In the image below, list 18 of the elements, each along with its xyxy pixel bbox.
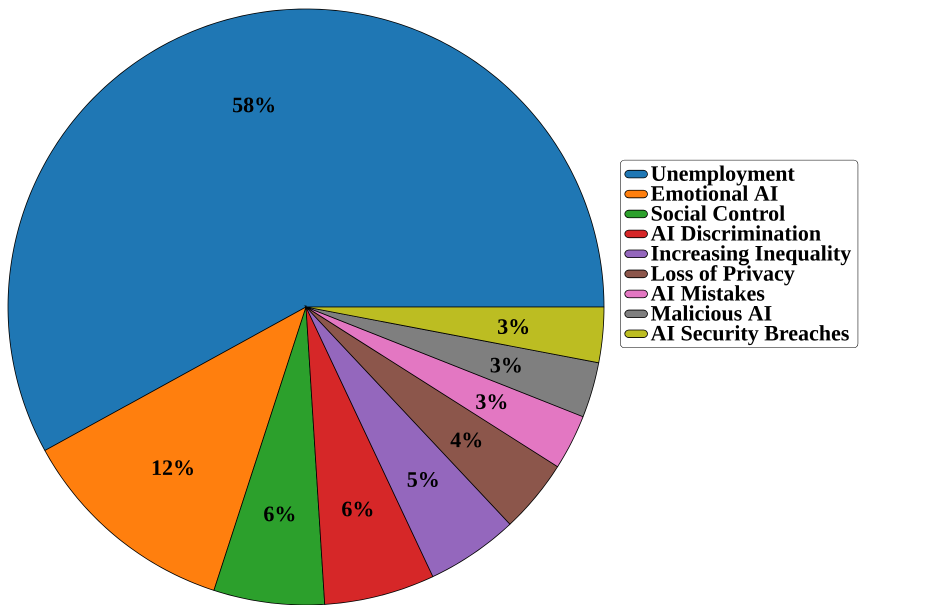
legend-label: Loss of Privacy	[650, 264, 795, 286]
data-label: 4%	[450, 432, 482, 448]
data-label: 5%	[408, 472, 438, 487]
data-label: 3%	[490, 358, 521, 372]
legend-label: Malicious AI	[650, 305, 772, 321]
data-label: 12%	[152, 460, 193, 476]
legend-label: AI Discrimination	[650, 225, 821, 241]
data-label: 3%	[498, 318, 528, 334]
legend-label: Unemployment	[651, 165, 795, 186]
legend-label: Increasing Inequality	[651, 245, 852, 266]
data-label: 58%	[233, 97, 274, 112]
data-label: 6%	[342, 501, 372, 516]
legend-label: Emotional AI	[650, 185, 778, 201]
data-label: 6%	[264, 506, 294, 522]
legend-label: AI Mistakes	[650, 285, 764, 301]
legend-label: AI Security Breaches	[650, 324, 849, 345]
data-label: 3%	[476, 394, 506, 409]
legend-label: Social Control	[652, 205, 785, 221]
